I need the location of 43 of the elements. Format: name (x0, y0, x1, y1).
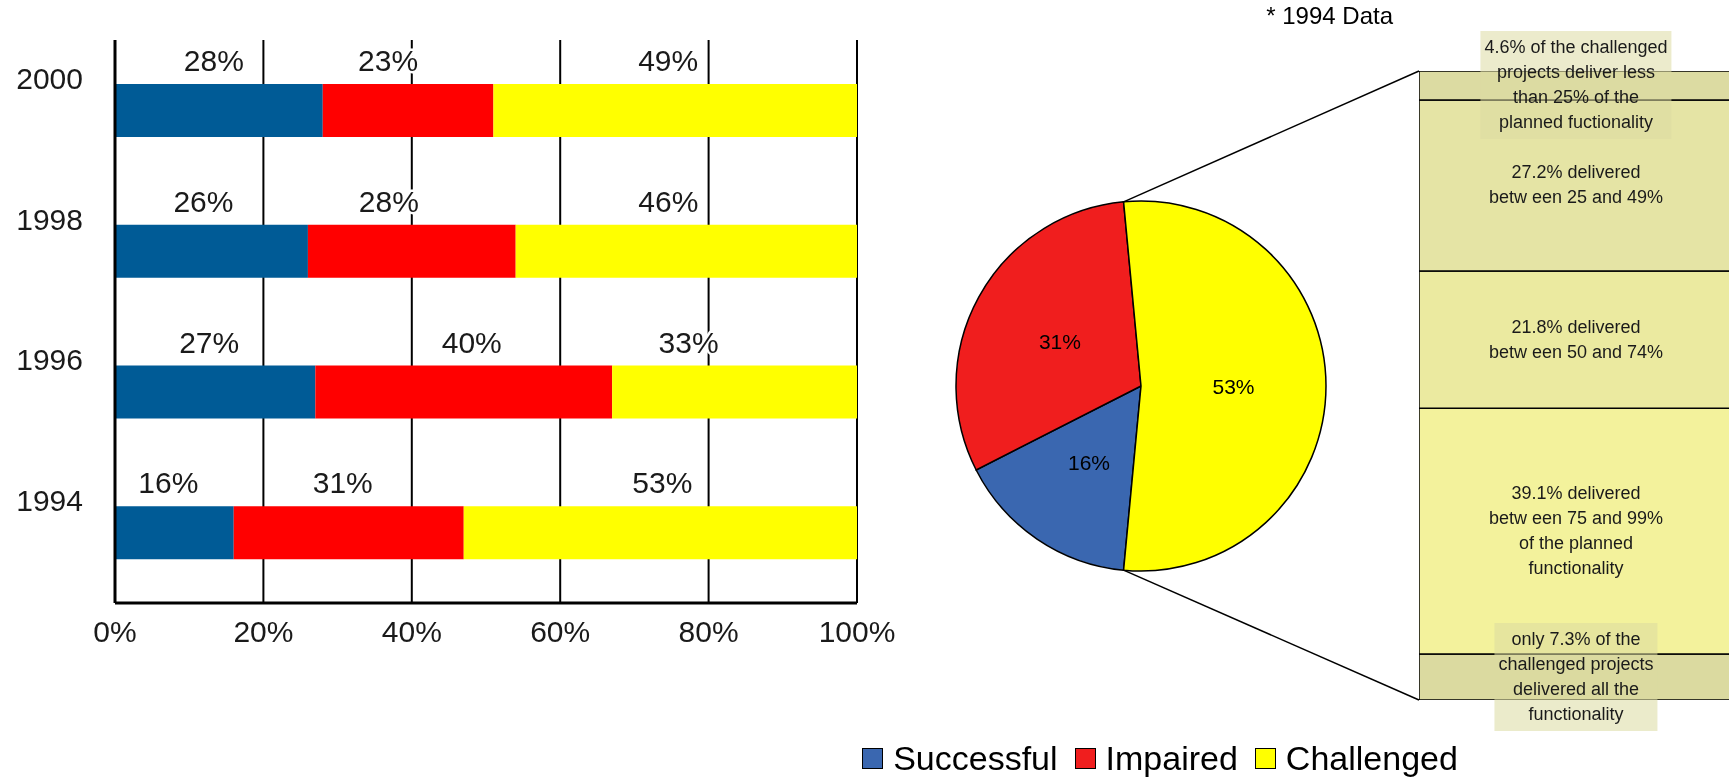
bar (493, 84, 857, 137)
data-label: 53% (632, 466, 693, 500)
data-label: 4.6% of the challenged projects deliver less than 25% of the planned fuctionality (1484, 37, 1668, 133)
bar (115, 84, 323, 137)
y-tick-label: 1998 (16, 202, 83, 236)
bar (322, 84, 494, 137)
data-label: 53% (1212, 374, 1255, 398)
y-tick-label: 1996 (16, 343, 83, 377)
x-tick-label: 0% (93, 615, 137, 649)
bar (315, 365, 613, 419)
data-label: 27.2% delivered betw een 25 and 49% (1488, 162, 1664, 208)
bar (515, 224, 857, 278)
data-label: 49% (638, 44, 699, 77)
x-tick-label: 60% (530, 615, 591, 649)
bar (115, 506, 234, 560)
data-label: 39.1% delivered betw een 75 and 99% of the planned functionality (1488, 483, 1664, 579)
bar (233, 506, 464, 560)
data-label: only 7.3% of the challenged projects delivered all the functionality (1498, 629, 1654, 725)
x-tick-label: 20% (233, 615, 294, 649)
x-tick-label: 40% (381, 615, 442, 649)
data-label: 31% (1038, 329, 1081, 353)
data-label: 28% (183, 44, 244, 77)
x-tick-label: 100% (818, 615, 896, 649)
y-tick-label: 1994 (16, 484, 83, 518)
legend-label: Impaired (1105, 738, 1238, 778)
bar (115, 224, 308, 278)
bar (612, 365, 857, 419)
data-label: 27% (179, 325, 240, 359)
y-tick-label: 2000 (16, 61, 83, 95)
data-label: 16% (1067, 451, 1111, 474)
legend-label: Challenged (1285, 738, 1458, 778)
data-label: 31% (312, 466, 373, 500)
x-tick-label: 80% (678, 615, 739, 649)
data-label: 16% (138, 466, 199, 500)
data-label: 40% (441, 325, 502, 359)
bar (115, 365, 316, 419)
legend-label: Successful (893, 738, 1058, 778)
data-label: 46% (638, 184, 699, 218)
bar (463, 506, 857, 560)
text: * 1994 Data (1266, 2, 1393, 29)
data-label: 26% (173, 184, 234, 218)
data-label: 21.8% delivered betw een 50 and 74% (1488, 316, 1664, 362)
bar (307, 224, 516, 278)
